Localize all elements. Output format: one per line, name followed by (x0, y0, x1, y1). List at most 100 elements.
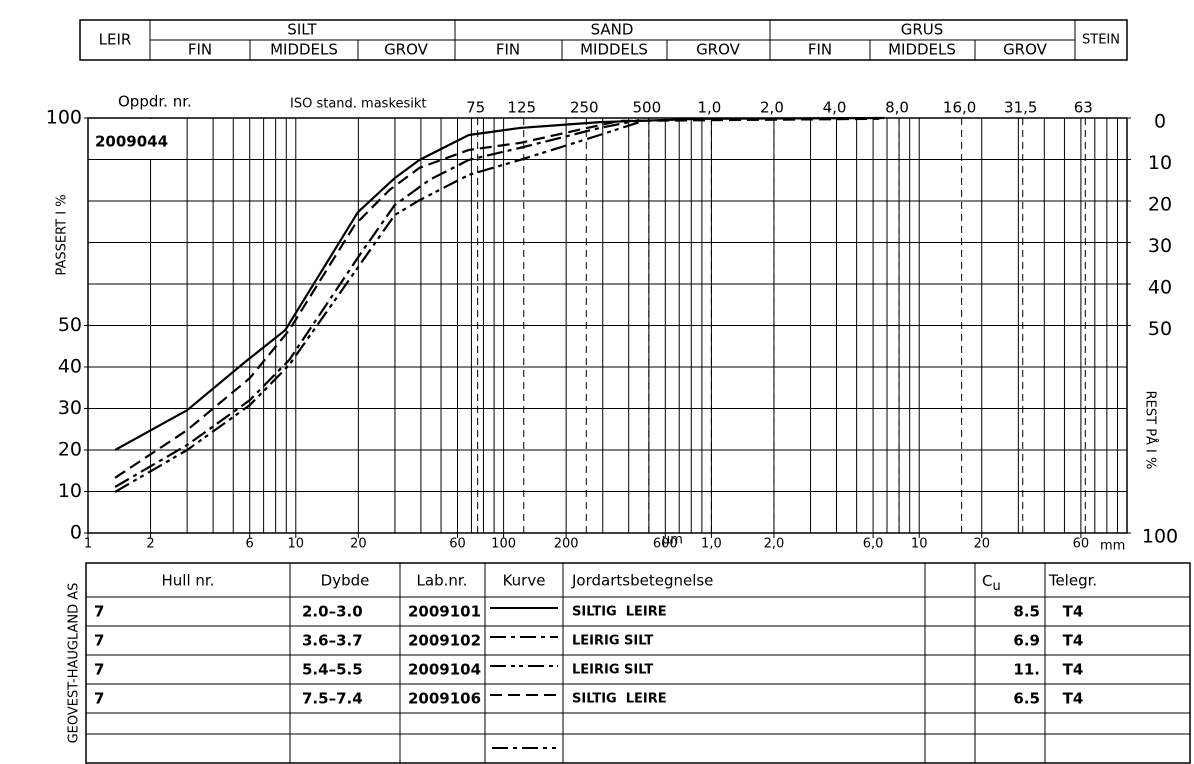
x-tick-label: 2 (146, 537, 154, 552)
x-tick-label: 60 (1073, 537, 1090, 552)
fraction-label: GRUS (901, 21, 944, 39)
y-tick-label: 10 (58, 480, 82, 502)
header-frame (79, 19, 1128, 61)
x-tick-label: 1,0 (701, 537, 722, 552)
company-name: GEOVEST-HAUGLAND AS (67, 583, 82, 744)
y-tick-label: 100 (46, 107, 82, 129)
sieve-label: 250 (570, 99, 599, 117)
sieve-label: 125 (507, 99, 536, 117)
x-tick-label: 200 (554, 537, 579, 552)
cu-value: 6.9 (1013, 632, 1040, 650)
telegr-code: T4 (1063, 661, 1084, 679)
y-axis-label: PASSERT I % (55, 194, 70, 275)
x-tick-label: 6 (246, 537, 254, 552)
subfraction-label: FIN (496, 41, 520, 59)
column-header: Kurve (503, 572, 546, 590)
sieve-label: ISO stand. maskesikt (290, 97, 427, 112)
y-tick-label: 0 (70, 522, 82, 544)
sieve-label: 75 (466, 99, 485, 117)
x-tick-label: 20 (350, 537, 367, 552)
subfraction-label: MIDDELS (888, 41, 956, 59)
sieve-label: 31,5 (1004, 99, 1037, 117)
column-header: Telegr. (1048, 572, 1097, 590)
subfraction-label: GROV (696, 41, 741, 59)
subfraction-label: GROV (1003, 41, 1048, 59)
cu-symbol: C (982, 572, 992, 590)
telegr-code: T4 (1063, 603, 1084, 621)
sample-table: GEOVEST-HAUGLAND AS Hull nr. Dybde Lab.n… (67, 562, 1191, 764)
telegr-code: T4 (1063, 690, 1084, 708)
depth: 5.4–5.5 (302, 661, 363, 679)
project-label: Oppdr. nr. (118, 93, 192, 111)
depth: 2.0–3.0 (302, 603, 363, 621)
fraction-label: SAND (591, 21, 634, 39)
lab-number: 2009102 (408, 632, 481, 650)
column-header: Hull nr. (162, 572, 215, 590)
x-tick-label: 100 (491, 537, 516, 552)
column-header: Cu (982, 572, 1001, 594)
depth: 7.5–7.4 (302, 690, 363, 708)
column-header: Dybde (321, 572, 370, 590)
fraction-label: SILT (287, 21, 317, 39)
y2-tick-label: 50 (1148, 318, 1172, 340)
fraction-label: LEIR (99, 31, 132, 49)
x-unit-label: mm (1100, 539, 1125, 554)
y2-tick-label: 10 (1148, 152, 1172, 174)
y2-tick-label: 40 (1148, 277, 1172, 299)
x-tick-label: 10 (288, 537, 305, 552)
sieve-label: 8,0 (885, 99, 909, 117)
y2-axis-label: REST PÅ I % (1143, 391, 1159, 470)
cu-value: 6.5 (1013, 690, 1040, 708)
sieve-label: 16,0 (943, 99, 976, 117)
hole-number: 7 (94, 690, 104, 708)
x-tick-label: 60 (449, 537, 466, 552)
project-number: 2009044 (95, 133, 168, 151)
y2-tick-label: 30 (1148, 235, 1172, 257)
hole-number: 7 (94, 632, 104, 650)
cu-value: 11. (1013, 661, 1040, 679)
depth: 3.6–3.7 (302, 632, 363, 650)
x-tick-label: 2,0 (764, 537, 785, 552)
y-tick-label: 50 (58, 314, 82, 336)
grading-curve (114, 121, 640, 493)
cu-subscript: u (992, 579, 1000, 594)
fraction-label: STEIN (1082, 33, 1120, 48)
x-tick-label: 10 (911, 537, 928, 552)
grid (87, 117, 1128, 534)
sieve-label: 4,0 (823, 99, 847, 117)
grading-curve (114, 118, 640, 488)
sieve-label: 2,0 (760, 99, 784, 117)
column-header: Jordartsbetegnelse (571, 572, 713, 590)
soil-description: LEIRIG SILT (572, 634, 653, 649)
x-tick-label: 1 (84, 537, 92, 552)
hole-number: 7 (94, 661, 104, 679)
x-tick-label: 600 (653, 537, 678, 552)
subfraction-label: GROV (384, 41, 429, 59)
soil-description: LEIRIG SILT (572, 663, 653, 678)
grading-curve (114, 116, 885, 451)
y-tick-label: 20 (58, 439, 82, 461)
lab-number: 2009106 (408, 690, 481, 708)
sieve-label: 63 (1074, 99, 1093, 117)
subfraction-label: FIN (808, 41, 832, 59)
sieve-label: 1,0 (697, 99, 721, 117)
subfraction-label: MIDDELS (270, 41, 338, 59)
column-header: Lab.nr. (417, 572, 468, 590)
lab-number: 2009104 (408, 661, 481, 679)
grading-curve (114, 117, 880, 479)
subfraction-label: FIN (188, 41, 212, 59)
y-tick-label: 30 (58, 397, 82, 419)
soil-description: SILTIG LEIRE (572, 605, 667, 620)
subfraction-label: MIDDELS (580, 41, 648, 59)
x-unit-label: µm (662, 533, 683, 548)
cu-value: 8.5 (1013, 603, 1040, 621)
soil-description: SILTIG LEIRE (572, 692, 667, 707)
x-tick-label: 20 (973, 537, 990, 552)
table-frame (85, 562, 1191, 764)
x-tick-label: 6,0 (863, 537, 884, 552)
lab-number: 2009101 (408, 603, 481, 621)
y2-tick-label: 20 (1148, 194, 1172, 216)
sieve-label: 500 (633, 99, 662, 117)
classification-header: LEIR SILT SAND GRUS STEIN FIN MIDDELS GR… (79, 19, 1128, 61)
